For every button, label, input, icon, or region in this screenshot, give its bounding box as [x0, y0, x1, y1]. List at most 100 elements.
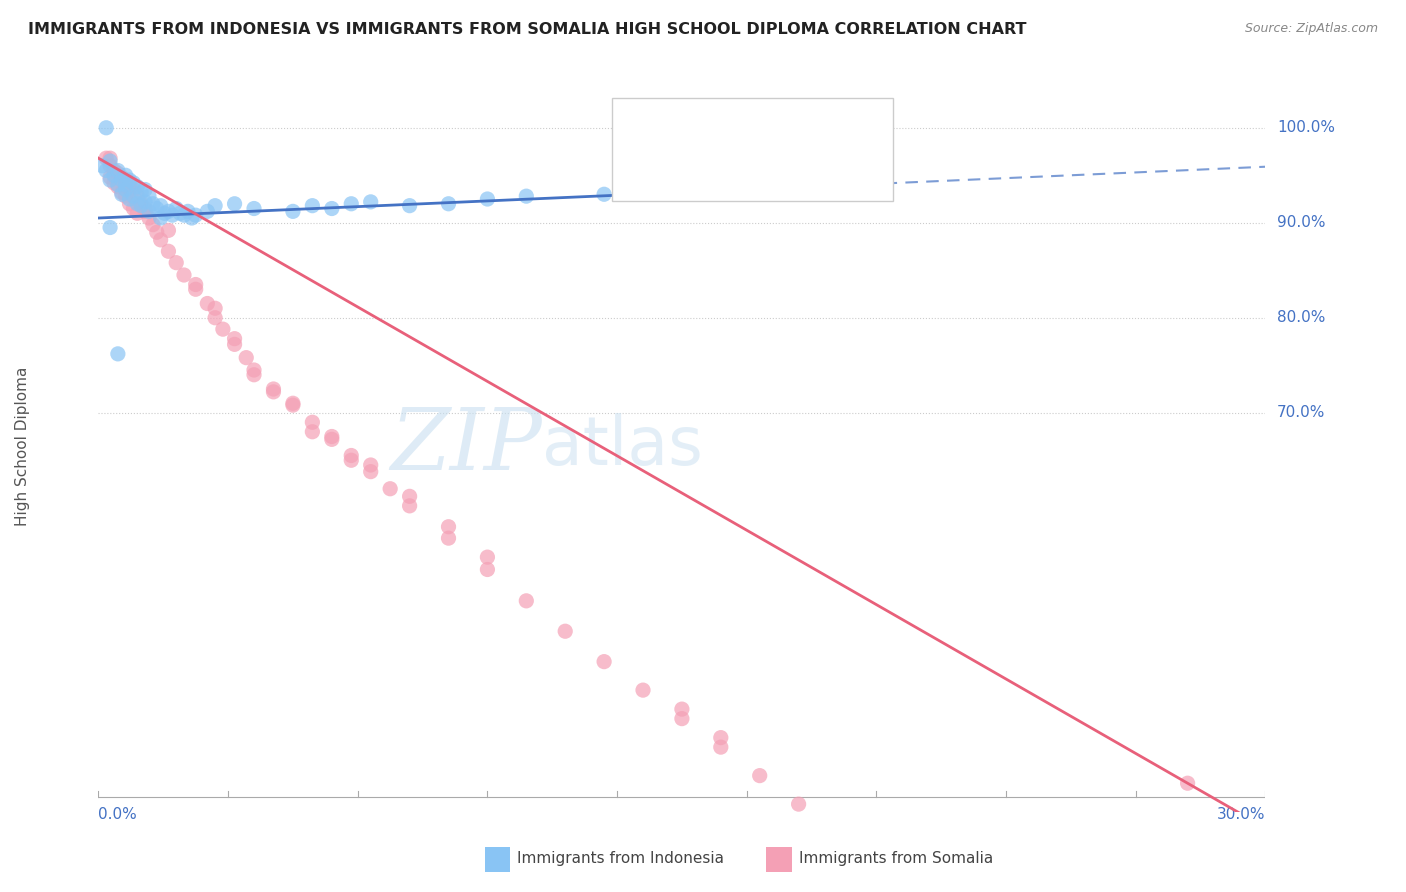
Point — [204, 310, 226, 325]
Point — [748, 178, 770, 192]
Point — [360, 465, 382, 479]
Point — [114, 168, 136, 182]
Point — [204, 301, 226, 316]
Text: Immigrants from Indonesia: Immigrants from Indonesia — [517, 851, 724, 865]
Point — [262, 384, 284, 399]
Point — [398, 489, 420, 503]
Text: 70.0%: 70.0% — [1277, 405, 1326, 420]
Point — [340, 449, 363, 463]
Point — [157, 244, 180, 259]
Point — [827, 823, 849, 838]
Point — [129, 186, 152, 200]
Text: atlas: atlas — [541, 413, 703, 479]
Point — [114, 189, 136, 203]
Point — [398, 499, 420, 513]
Point — [127, 179, 149, 194]
Point — [134, 202, 156, 216]
Point — [398, 199, 420, 213]
Point — [165, 255, 187, 269]
Point — [107, 178, 129, 192]
Point — [301, 199, 323, 213]
Point — [127, 189, 149, 203]
Point — [195, 296, 218, 310]
Point — [118, 173, 141, 187]
Point — [173, 208, 195, 222]
Point — [96, 120, 118, 135]
Point — [114, 178, 136, 192]
Point — [224, 337, 246, 351]
Text: 0.0%: 0.0% — [98, 807, 138, 822]
Point — [204, 199, 226, 213]
Point — [301, 415, 323, 429]
Point — [98, 154, 121, 169]
Point — [129, 199, 152, 213]
Point — [134, 204, 156, 219]
Text: 0.113: 0.113 — [716, 113, 772, 131]
Point — [321, 433, 343, 447]
Text: R =: R = — [671, 113, 710, 131]
Point — [169, 206, 191, 220]
Point — [107, 179, 129, 194]
Text: 90.0%: 90.0% — [1277, 215, 1326, 230]
Point — [127, 196, 149, 211]
Point — [107, 347, 129, 361]
Point — [224, 332, 246, 346]
Point — [129, 196, 152, 211]
Point — [321, 429, 343, 443]
Point — [184, 282, 207, 296]
Point — [114, 173, 136, 187]
Point — [554, 624, 576, 639]
Point — [787, 797, 810, 811]
Text: 30.0%: 30.0% — [1218, 807, 1265, 822]
Point — [98, 159, 121, 173]
Point — [360, 458, 382, 472]
Point — [103, 168, 125, 182]
Point — [98, 170, 121, 185]
Point — [118, 196, 141, 211]
Point — [671, 712, 693, 726]
Point — [340, 196, 363, 211]
Point — [98, 220, 121, 235]
Point — [195, 204, 218, 219]
Point — [671, 702, 693, 716]
Point — [142, 218, 165, 232]
Point — [138, 211, 160, 225]
Point — [243, 202, 266, 216]
Point — [114, 182, 136, 196]
Point — [865, 850, 887, 864]
Point — [149, 211, 172, 225]
Text: R =: R = — [671, 162, 710, 180]
Point — [243, 368, 266, 382]
Point — [321, 202, 343, 216]
Point — [748, 769, 770, 783]
Point — [671, 182, 693, 196]
Point — [96, 163, 118, 178]
Point — [340, 453, 363, 467]
Point — [103, 176, 125, 190]
Point — [380, 482, 402, 496]
Point — [118, 192, 141, 206]
Point — [146, 225, 169, 239]
Point — [142, 196, 165, 211]
Text: High School Diploma: High School Diploma — [15, 367, 30, 525]
Point — [515, 594, 537, 608]
Point — [157, 204, 180, 219]
Point — [91, 159, 114, 173]
Point — [173, 268, 195, 282]
Point — [184, 208, 207, 222]
Point — [477, 550, 499, 565]
Point — [149, 199, 172, 213]
Point — [111, 186, 134, 200]
Point — [281, 204, 304, 219]
Text: 80.0%: 80.0% — [1277, 310, 1326, 326]
Text: 100.0%: 100.0% — [1277, 120, 1336, 136]
Point — [631, 683, 654, 698]
Point — [710, 731, 733, 745]
Point — [98, 173, 121, 187]
Point — [301, 425, 323, 439]
Point — [593, 655, 616, 669]
Point — [710, 740, 733, 755]
Point — [235, 351, 257, 365]
Point — [134, 194, 156, 209]
Point — [1177, 776, 1199, 790]
